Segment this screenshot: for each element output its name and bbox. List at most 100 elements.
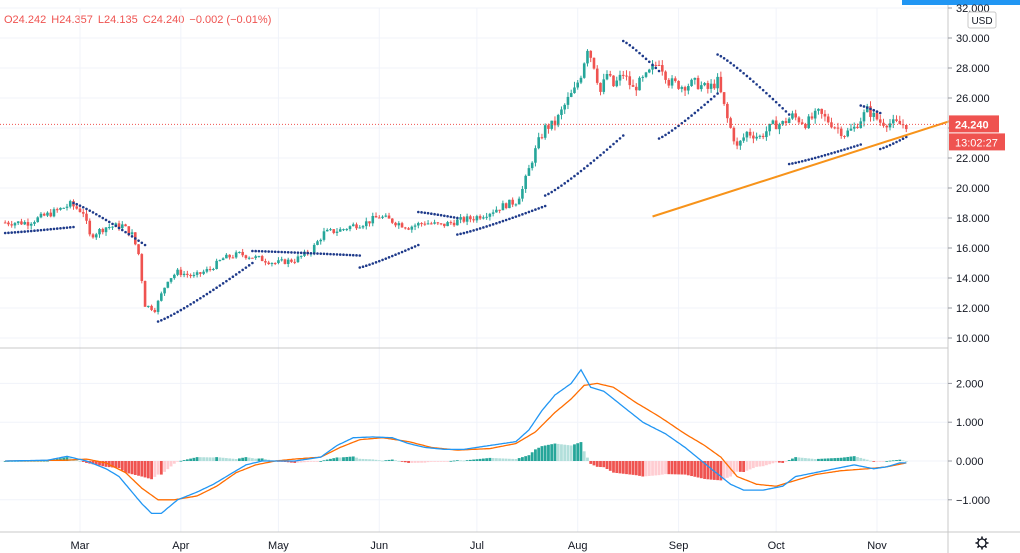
candle-body[interactable] [325,229,329,232]
candle-body[interactable] [739,140,742,146]
candle-body[interactable] [280,259,283,261]
candle-body[interactable] [186,273,189,275]
candle-body[interactable] [524,175,527,189]
candle-body[interactable] [459,217,462,220]
candle-body[interactable] [335,231,339,233]
candle-body[interactable] [787,118,791,124]
candle-body[interactable] [430,223,433,225]
candle-body[interactable] [179,269,183,276]
candle-body[interactable] [267,262,270,265]
candle-body[interactable] [553,120,557,126]
candle-body[interactable] [778,124,781,130]
candle-body[interactable] [13,223,17,226]
candle-body[interactable] [608,73,612,76]
candle-body[interactable] [104,227,108,233]
candle-body[interactable] [101,228,105,233]
candle-body[interactable] [94,234,98,238]
candle-body[interactable] [485,216,488,218]
candle-body[interactable] [7,222,10,225]
candle-body[interactable] [589,50,593,58]
candle-body[interactable] [26,222,30,226]
candle-body[interactable] [127,226,131,235]
candle-body[interactable] [628,76,632,86]
candle-body[interactable] [687,86,690,91]
candle-body[interactable] [247,257,251,259]
candle-body[interactable] [443,223,446,227]
candle-body[interactable] [420,223,423,225]
candle-body[interactable] [696,77,700,90]
candle-body[interactable] [176,269,179,275]
settings-gear-icon[interactable] [975,536,989,550]
candle-body[interactable] [713,83,716,89]
candle-body[interactable] [670,78,674,86]
candle-body[interactable] [91,234,95,238]
candle-body[interactable] [768,123,771,132]
candle-body[interactable] [143,280,147,307]
candle-body[interactable] [683,87,687,91]
candle-body[interactable] [504,203,508,209]
candle-body[interactable] [208,269,212,271]
candle-body[interactable] [651,64,654,70]
candle-body[interactable] [709,83,713,89]
candle-body[interactable] [888,123,892,128]
candle-body[interactable] [475,216,479,221]
candle-body[interactable] [465,216,469,222]
candle-body[interactable] [65,206,69,208]
candle-body[interactable] [449,222,453,224]
macd-pane[interactable] [3,368,908,515]
candle-body[interactable] [316,241,319,245]
candle-body[interactable] [521,188,524,199]
candle-body[interactable] [865,106,869,113]
candle-body[interactable] [657,64,661,66]
candle-body[interactable] [644,72,648,77]
candle-body[interactable] [495,209,498,213]
candle-body[interactable] [501,203,505,211]
candle-body[interactable] [299,255,303,257]
candle-body[interactable] [797,117,801,123]
candle-body[interactable] [491,212,495,214]
candle-body[interactable] [189,274,192,277]
candle-body[interactable] [690,79,693,87]
candle-body[interactable] [404,227,407,229]
candle-body[interactable] [120,224,124,229]
candle-body[interactable] [719,76,723,93]
candle-body[interactable] [364,221,368,227]
candle-body[interactable] [547,125,550,129]
candle-body[interactable] [612,75,615,87]
candle-body[interactable] [462,217,466,222]
candle-body[interactable] [351,224,355,227]
candle-body[interactable] [742,137,745,141]
candle-body[interactable] [511,199,514,205]
candle-body[interactable] [160,293,163,301]
candle-body[interactable] [846,130,850,137]
candle-body[interactable] [342,229,345,231]
candle-body[interactable] [221,258,225,261]
candle-body[interactable] [784,121,788,124]
candle-body[interactable] [735,141,739,146]
currency-badge[interactable] [967,11,997,29]
candle-body[interactable] [361,226,365,228]
candle-body[interactable] [400,223,404,228]
candle-body[interactable] [560,109,563,115]
candle-body[interactable] [677,80,680,89]
candle-body[interactable] [700,85,703,90]
candle-body[interactable] [875,112,879,120]
candle-body[interactable] [817,108,820,111]
candle-body[interactable] [872,112,876,117]
candle-body[interactable] [859,121,863,129]
candle-body[interactable] [225,254,228,259]
candle-body[interactable] [706,83,710,89]
candle-body[interactable] [820,108,823,114]
candle-body[interactable] [345,229,349,231]
candle-body[interactable] [290,259,293,262]
candle-body[interactable] [631,85,635,87]
candle-body[interactable] [55,209,59,211]
candle-body[interactable] [156,300,160,312]
candle-body[interactable] [534,148,537,163]
candle-body[interactable] [62,207,66,209]
candle-body[interactable] [732,127,736,142]
candle-body[interactable] [322,231,326,240]
candle-body[interactable] [88,220,92,235]
candle-body[interactable] [569,93,573,97]
candle-body[interactable] [202,271,205,274]
